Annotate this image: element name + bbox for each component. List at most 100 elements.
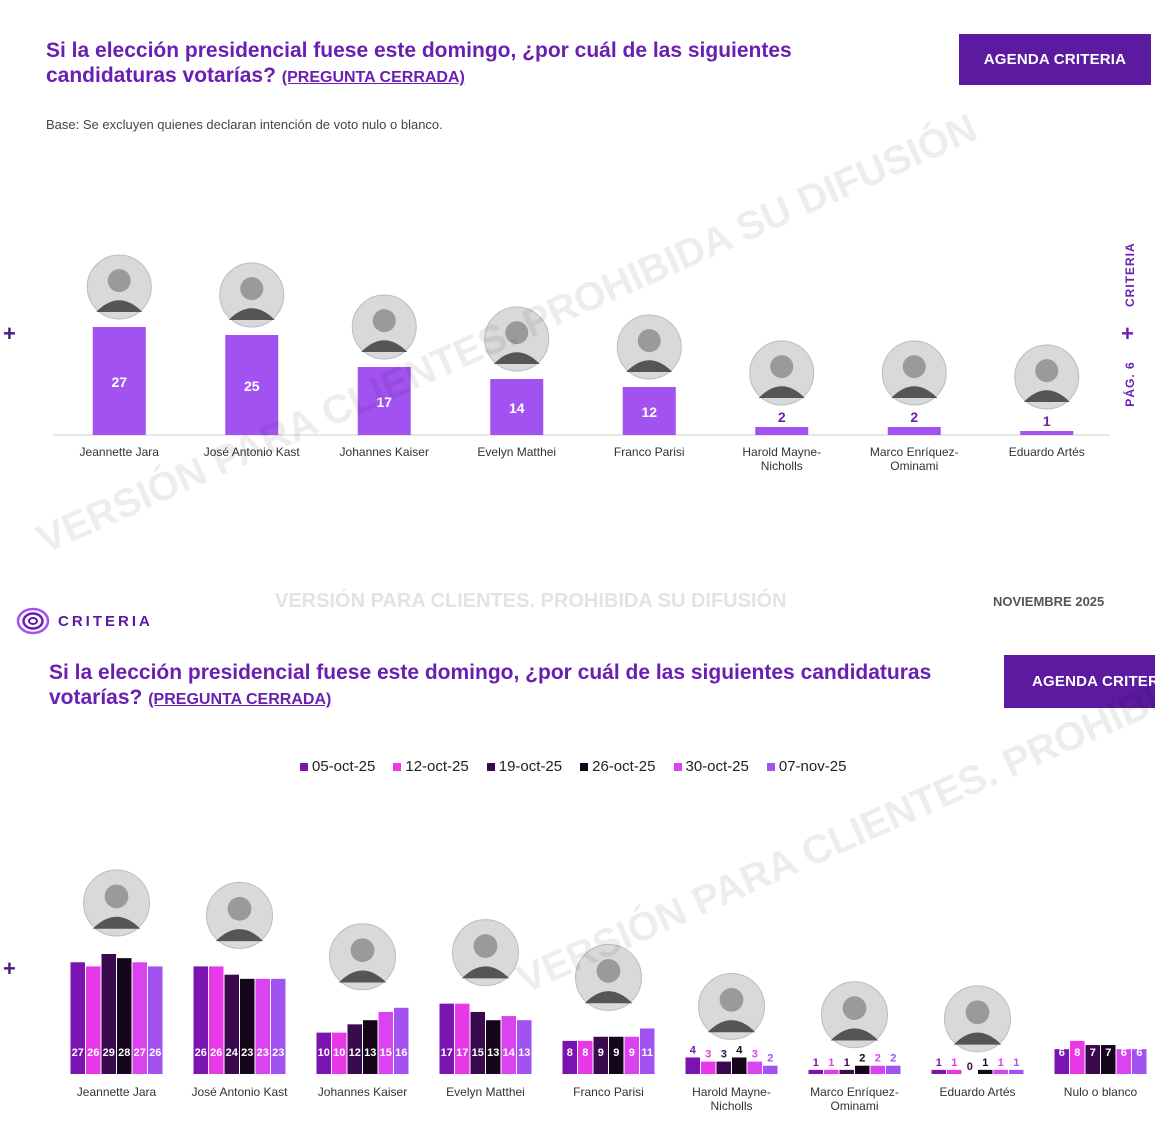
- legend-label: 12-oct-25: [405, 758, 469, 775]
- bar-nulo-o-blanco-26-oct-25: [1101, 1045, 1116, 1074]
- legend-label: 30-oct-25: [685, 758, 749, 775]
- data-label-jose-antonio-kast-30-oct-25: 23: [257, 1047, 269, 1059]
- data-label-evelyn-matthei-05-oct-25: 17: [441, 1047, 453, 1059]
- page-title: Si la elección presidencial fuese este d…: [46, 38, 926, 90]
- bar-nulo-o-blanco-30-oct-25: [1116, 1049, 1131, 1074]
- bar-franco-parisi-26-oct-25: [609, 1036, 624, 1074]
- data-label-jeannette-jara-12-oct-25: 26: [87, 1047, 99, 1059]
- data-label-nulo-o-blanco-26-oct-25: 7: [1105, 1047, 1111, 1059]
- category-label-evelyn-matthei: Evelyn Matthei: [446, 1085, 525, 1099]
- data-label-eduardo-artes-07-nov-25: 1: [1013, 1057, 1019, 1069]
- bar-jeannette-jara-30-oct-25: [132, 962, 147, 1074]
- data-label-franco-parisi-07-nov-25: 11: [641, 1047, 653, 1059]
- data-label-eduardo-artes-12-oct-25: 1: [951, 1057, 957, 1069]
- bar-harold-mayne-nicholls-12-oct-25: [701, 1061, 716, 1074]
- data-label-johannes-kaiser-26-oct-25: 13: [364, 1047, 376, 1059]
- data-label-johannes-kaiser-30-oct-25: 15: [380, 1047, 392, 1059]
- bar-nulo-o-blanco-05-oct-25: [1054, 1049, 1069, 1074]
- agenda-criteria-button[interactable]: AGENDA CRITERIA: [959, 34, 1151, 85]
- data-label-jose-antonio-kast-05-oct-25: 26: [195, 1047, 207, 1059]
- bar-johannes-kaiser: [357, 367, 411, 435]
- question-tag-2[interactable]: (PREGUNTA CERRADA): [148, 691, 332, 708]
- data-label-johannes-kaiser-05-oct-25: 10: [318, 1047, 330, 1059]
- data-label-marco-enriquez-ominami: 2: [910, 409, 918, 425]
- data-label-harold-mayne-nicholls-05-oct-25: 4: [690, 1044, 697, 1056]
- data-label-marco-enriquez-ominami-30-oct-25: 2: [875, 1053, 881, 1065]
- bar-marco-enriquez-ominami-26-oct-25: [855, 1065, 870, 1074]
- data-label-jose-antonio-kast-26-oct-25: 23: [241, 1047, 253, 1059]
- bar-jeannette-jara-12-oct-25: [86, 966, 101, 1074]
- data-label-eduardo-artes: 1: [1043, 413, 1051, 429]
- data-label-marco-enriquez-ominami-05-oct-25: 1: [813, 1057, 819, 1069]
- avatar-harold-mayne-nicholls: [749, 340, 815, 406]
- data-label-evelyn-matthei: 14: [509, 400, 525, 416]
- avatar-marco-enriquez-ominami: [821, 981, 888, 1049]
- data-label-evelyn-matthei-07-nov-25: 13: [518, 1047, 530, 1059]
- category-label-jose-antonio-kast: José Antonio Kast: [191, 1085, 288, 1099]
- bar-franco-parisi-12-oct-25: [578, 1040, 593, 1074]
- category-label-franco-parisi: Franco Parisi: [614, 445, 685, 459]
- legend-item-26-oct-25: 26-oct-25: [580, 758, 656, 775]
- question-tag[interactable]: (PREGUNTA CERRADA): [281, 69, 465, 86]
- legend-swatch: [580, 762, 589, 771]
- page-title-2: Si la elección presidencial fuese este d…: [49, 660, 949, 712]
- avatar-jeannette-jara: [86, 254, 152, 320]
- bar-johannes-kaiser-19-oct-25: [347, 1024, 362, 1074]
- data-label-eduardo-artes-26-oct-25: 1: [982, 1057, 988, 1069]
- avatar-jose-antonio-kast: [206, 881, 273, 949]
- bar-harold-mayne-nicholls-30-oct-25: [747, 1061, 762, 1074]
- legend-swatch: [486, 762, 495, 771]
- avatar-jose-antonio-kast: [219, 262, 285, 328]
- data-label-marco-enriquez-ominami-26-oct-25: 2: [859, 1053, 865, 1065]
- category-label-johannes-kaiser: Johannes Kaiser: [340, 445, 429, 459]
- bar-evelyn-matthei-05-oct-25: [439, 1003, 454, 1074]
- title-text: Si la elección presidencial fuese este d…: [46, 39, 792, 87]
- bar-jose-antonio-kast-26-oct-25: [240, 978, 255, 1074]
- data-label-nulo-o-blanco-05-oct-25: 6: [1059, 1047, 1065, 1059]
- data-label-jose-antonio-kast-07-nov-25: 23: [272, 1047, 284, 1059]
- bar-evelyn-matthei-12-oct-25: [455, 1003, 470, 1074]
- bar-franco-parisi-07-nov-25: [640, 1028, 655, 1074]
- bar-jeannette-jara-07-nov-25: [148, 966, 163, 1074]
- avatar-franco-parisi: [616, 314, 682, 380]
- plus-icon-left: +: [3, 321, 16, 346]
- avatar-eduardo-artes: [944, 985, 1011, 1053]
- avatar-harold-mayne-nicholls: [698, 972, 765, 1040]
- data-label-jeannette-jara-05-oct-25: 27: [72, 1047, 84, 1059]
- data-label-franco-parisi-19-oct-25: 9: [598, 1047, 604, 1059]
- data-label-nulo-o-blanco-30-oct-25: 6: [1121, 1047, 1127, 1059]
- data-label-harold-mayne-nicholls-26-oct-25: 4: [736, 1044, 743, 1056]
- bar-jeannette-jara-05-oct-25: [70, 962, 85, 1074]
- data-label-eduardo-artes-05-oct-25: 1: [936, 1057, 942, 1069]
- legend-item-30-oct-25: 30-oct-25: [673, 758, 749, 775]
- bar-marco-enriquez-ominami-05-oct-25: [808, 1069, 823, 1074]
- data-label-eduardo-artes-19-oct-25: 0: [967, 1061, 973, 1073]
- data-label-harold-mayne-nicholls-12-oct-25: 3: [705, 1049, 711, 1061]
- data-label-marco-enriquez-ominami-19-oct-25: 1: [844, 1057, 850, 1069]
- data-label-nulo-o-blanco-07-nov-25: 6: [1136, 1047, 1142, 1059]
- bar-evelyn-matthei-30-oct-25: [501, 1016, 516, 1074]
- data-label-johannes-kaiser-12-oct-25: 10: [333, 1047, 345, 1059]
- avatar-jeannette-jara: [83, 869, 150, 937]
- bar-johannes-kaiser-12-oct-25: [332, 1032, 347, 1074]
- avatar-evelyn-matthei: [484, 306, 550, 372]
- bar-nulo-o-blanco-12-oct-25: [1070, 1040, 1085, 1074]
- bar-evelyn-matthei-26-oct-25: [486, 1020, 501, 1074]
- bar-eduardo-artes-30-oct-25: [993, 1069, 1008, 1074]
- legend-swatch: [300, 762, 308, 771]
- base-note: Base: Se excluyen quienes declaran inten…: [46, 117, 443, 132]
- data-label-jose-antonio-kast-19-oct-25: 24: [226, 1047, 239, 1059]
- bar-marco-enriquez-ominami-19-oct-25: [839, 1069, 854, 1074]
- bar-jeannette-jara: [92, 327, 146, 435]
- avatar-johannes-kaiser: [329, 923, 396, 991]
- bar-jeannette-jara-19-oct-25: [101, 954, 116, 1074]
- bar-johannes-kaiser-05-oct-25: [316, 1032, 331, 1074]
- category-label-johannes-kaiser: Johannes Kaiser: [318, 1085, 407, 1099]
- avatar-marco-enriquez-ominami: [881, 340, 947, 406]
- category-label-marco-enriquez-ominami: Marco Enríquez-Ominami: [810, 1085, 899, 1113]
- data-label-evelyn-matthei-30-oct-25: 14: [503, 1047, 516, 1059]
- agenda-criteria-button-2[interactable]: AGENDA CRITERIA: [1004, 655, 1155, 708]
- bar-nulo-o-blanco-07-nov-25: [1132, 1049, 1147, 1074]
- bar-eduardo-artes: [1020, 431, 1074, 435]
- avatar-evelyn-matthei: [452, 919, 519, 987]
